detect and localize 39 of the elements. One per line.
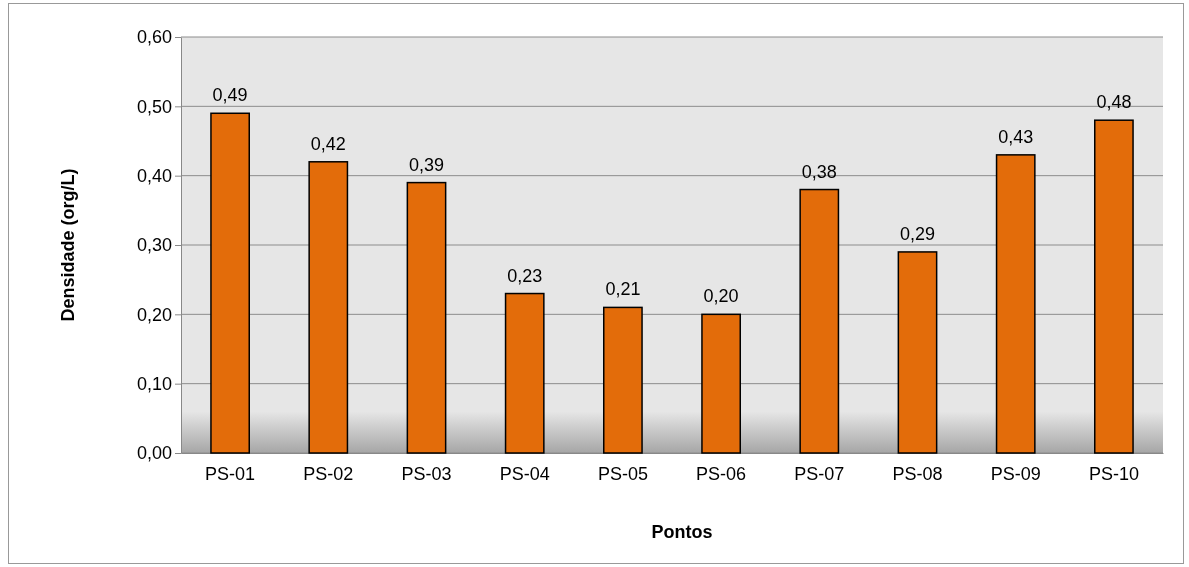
bar [504,292,545,454]
y-tick-label: 0,60 [136,27,172,48]
bar [603,306,643,454]
y-tick-label: 0,30 [136,235,172,256]
bar [701,313,741,454]
y-tick-label: 0,10 [136,373,172,394]
bar [897,251,938,454]
x-tick-label: PS-02 [303,463,354,484]
data-label: 0,21 [605,279,641,300]
data-label: 0,23 [507,265,543,286]
data-label: 0,48 [1096,92,1132,113]
bar [995,154,1036,454]
y-tick-label: 0,20 [136,304,172,325]
bar [406,181,447,454]
data-label: 0,39 [408,154,445,175]
bar [308,161,349,454]
x-tick-label: PS-03 [401,463,452,484]
data-label: 0,43 [998,126,1034,147]
x-tick-label: PS-01 [205,463,256,484]
x-tick-label: PS-08 [892,463,943,484]
data-label: 0,29 [899,223,936,244]
y-tick-label: 0,40 [136,165,172,186]
x-axis-title: Pontos [651,522,713,542]
data-label: 0,20 [703,286,739,307]
x-tick-label: PS-07 [794,463,845,484]
x-tick-label: PS-06 [696,463,747,484]
x-tick-label: PS-10 [1088,463,1139,484]
x-tick-label: PS-09 [990,463,1041,484]
bar [1094,119,1134,454]
y-tick-label: 0,50 [136,96,172,117]
y-tick-label: 0,00 [136,443,172,464]
bar [210,112,250,454]
data-label: 0,42 [310,133,346,154]
data-label: 0,38 [801,161,837,182]
x-tick-label: PS-04 [499,463,550,484]
y-axis-title: Densidade (org/L) [58,168,78,322]
x-tick-label: PS-05 [597,463,648,484]
bar [799,188,840,454]
data-label: 0,49 [212,85,248,106]
